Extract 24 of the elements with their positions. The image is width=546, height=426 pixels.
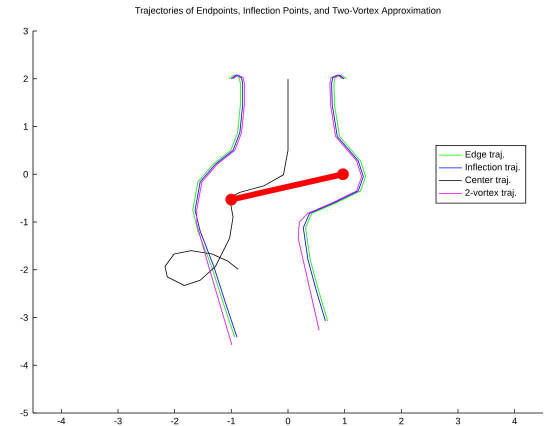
x-tick-label: 0	[286, 418, 290, 424]
legend-label: Edge traj.	[466, 150, 504, 160]
y-tick-label: 0	[23, 170, 28, 178]
x-tick-label: 3	[456, 418, 460, 424]
x-tick-label: 2	[399, 418, 404, 424]
y-tick-label: -3	[20, 314, 28, 321]
line-series	[164, 78, 288, 286]
x-tick-label: 1	[342, 418, 347, 424]
y-tick-label: -1	[20, 218, 28, 226]
legend-label: 2-vortex traj.	[465, 189, 516, 198]
legend-label: Center traj.	[465, 176, 510, 185]
x-tick-label: 4	[512, 418, 517, 424]
x-tick-label: -2	[170, 418, 178, 424]
y-tick-label: -5	[20, 410, 28, 416]
x-tick-label: -3	[114, 418, 122, 424]
chart-title: Trajectories of Endpoints, Inflection Points, and Two-Vortex Approximation	[135, 6, 440, 16]
x-tick-label: -4	[58, 418, 66, 424]
y-tick-label: 1	[24, 123, 28, 130]
y-tick-label: 2	[24, 76, 28, 82]
x-tick-label: -1	[228, 418, 236, 424]
y-tick-label: -2	[20, 266, 28, 274]
y-tick-label: -4	[20, 362, 28, 368]
legend-label: Inflection traj.	[466, 164, 520, 172]
y-tick-label: 3	[23, 28, 28, 34]
